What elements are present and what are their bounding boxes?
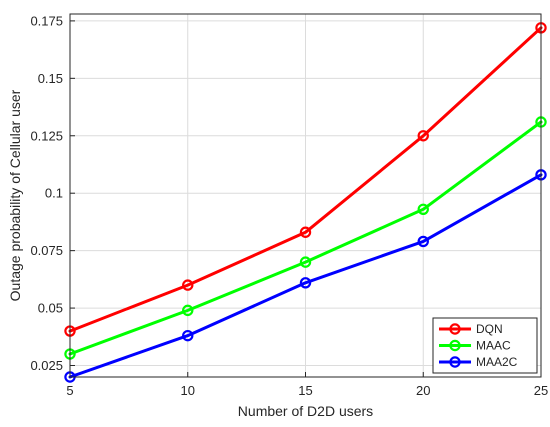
- x-tick-label: 20: [416, 383, 430, 398]
- x-tick-label: 15: [298, 383, 312, 398]
- data-point-dqn: [182, 279, 194, 291]
- data-point-dqn: [417, 130, 429, 142]
- data-point-maac: [417, 203, 429, 215]
- data-point-maa2c: [182, 329, 194, 342]
- data-point-maac: [299, 256, 312, 268]
- y-tick-label: 0.025: [30, 358, 63, 373]
- y-tick-label: 0.125: [30, 128, 63, 143]
- x-tick-label: 25: [534, 383, 548, 398]
- legend-swatch-marker: [449, 323, 461, 335]
- y-tick-label: 0.075: [30, 243, 63, 258]
- x-tick-label: 10: [181, 383, 195, 398]
- data-point-maac: [182, 304, 194, 317]
- legend-label: MAAC: [476, 339, 511, 353]
- y-tick-label: 0.175: [30, 13, 63, 28]
- y-tick-label: 0.1: [45, 186, 63, 201]
- legend: DQN MAAC MAA2C: [432, 317, 538, 374]
- series-line-maa2c: [68, 173, 543, 379]
- y-tick-label: 0.05: [38, 301, 63, 316]
- legend-label: DQN: [476, 322, 503, 336]
- legend-label: MAA2C: [476, 355, 518, 369]
- series-line-dqn: [68, 26, 543, 333]
- legend-swatch-marker: [449, 356, 461, 368]
- tick-labels: 5 10 15 20 25 0.025 0.05 0.075 0.1 0.125 0.15 0.175: [30, 13, 548, 398]
- legend-swatch-marker: [449, 339, 461, 352]
- x-tick-label: 5: [66, 383, 73, 398]
- data-point-dqn: [299, 226, 312, 238]
- series-line-maac: [68, 120, 543, 356]
- data-point-maa2c: [417, 235, 429, 248]
- y-axis-label: Outage probability of Cellular user: [7, 89, 23, 301]
- y-tick-label: 0.15: [38, 71, 63, 86]
- data-point-maa2c: [299, 277, 312, 289]
- x-axis-label: Number of D2D users: [238, 403, 373, 419]
- grid: [69, 14, 542, 377]
